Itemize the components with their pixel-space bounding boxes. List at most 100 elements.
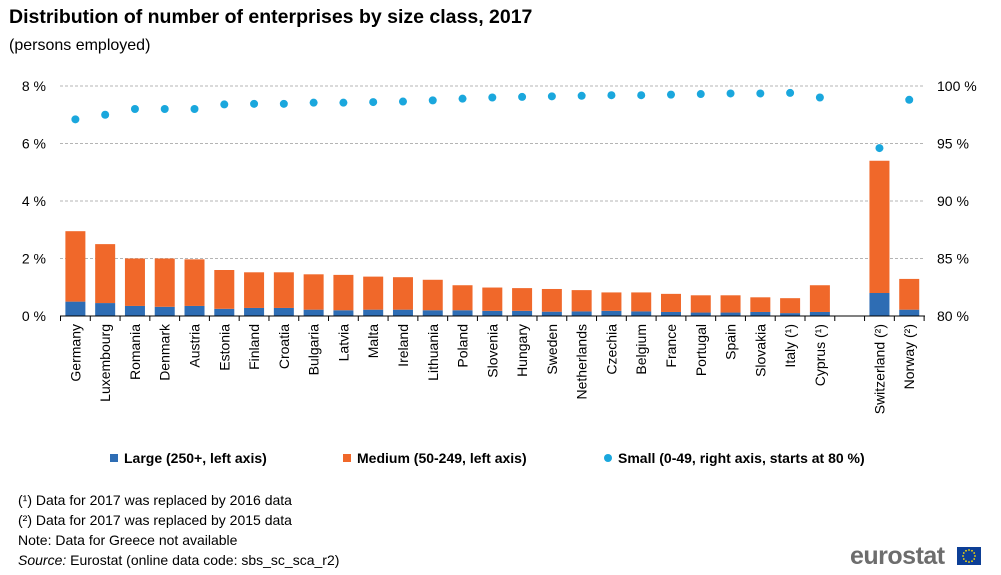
source-line: Source: Eurostat (online data code: sbs_… xyxy=(18,552,339,568)
bar-medium xyxy=(631,292,652,312)
category-label: Croatia xyxy=(276,324,292,369)
small-dots xyxy=(71,88,914,153)
bar-large xyxy=(333,310,354,316)
dot-small xyxy=(756,89,765,98)
bar-large xyxy=(273,307,294,316)
dot-small xyxy=(130,105,139,113)
category-label: Portugal xyxy=(693,324,709,376)
bar-large xyxy=(720,312,741,316)
category-label: Romania xyxy=(127,324,143,380)
bar-medium xyxy=(750,297,771,312)
logo-text: eurostat xyxy=(850,542,945,570)
bar-medium xyxy=(273,272,294,308)
left-tick-label: 6 % xyxy=(22,136,46,152)
dot-small xyxy=(398,97,407,106)
dot-small xyxy=(786,88,795,97)
flag-star xyxy=(973,552,976,554)
bar-medium xyxy=(452,285,473,311)
bar-large xyxy=(899,309,920,316)
category-label: Latvia xyxy=(335,324,351,362)
category-label: France xyxy=(663,324,679,368)
bar-large xyxy=(750,311,771,316)
bar-medium xyxy=(154,258,175,307)
bar-large xyxy=(869,293,890,316)
right-tick-label: 100 % xyxy=(937,78,977,94)
chart-title: Distribution of number of enterprises by… xyxy=(9,6,533,28)
chart-subtitle: (persons employed) xyxy=(9,37,151,54)
dot-small xyxy=(309,98,318,107)
category-label: Slovakia xyxy=(752,324,768,377)
dot-small xyxy=(666,90,675,99)
bar-medium xyxy=(214,270,235,309)
bar-medium xyxy=(124,258,145,306)
legend-large-swatch xyxy=(110,454,118,462)
legend-large: Large (250+, left axis) xyxy=(110,450,267,466)
dot-small xyxy=(101,110,110,119)
bar-large xyxy=(601,310,622,316)
category-label: Sweden xyxy=(544,324,560,375)
category-label: Denmark xyxy=(157,323,173,381)
category-label: Estonia xyxy=(216,324,232,371)
dot-small xyxy=(458,94,467,103)
category-label: Norway (²) xyxy=(901,324,917,389)
flag-star xyxy=(974,555,976,557)
bar-large xyxy=(482,310,503,316)
flag-star xyxy=(971,560,973,563)
legend-small: Small (0-49, right axis, starts at 80 %) xyxy=(604,450,865,466)
category-label: Cyprus (¹) xyxy=(812,324,828,386)
bar-large xyxy=(660,311,681,316)
category-label: Malta xyxy=(365,324,381,358)
dot-small xyxy=(279,99,288,108)
right-tick-label: 90 % xyxy=(937,193,969,209)
bar-large xyxy=(214,308,235,316)
dot-small xyxy=(875,144,884,153)
bar-medium xyxy=(541,288,562,312)
category-label: Bulgaria xyxy=(306,324,322,376)
dot-small xyxy=(339,98,348,107)
dot-small xyxy=(160,105,169,113)
legend-medium: Medium (50-249, left axis) xyxy=(343,450,527,466)
dot-small xyxy=(428,96,437,105)
category-label: Belgium xyxy=(633,324,649,375)
right-tick-label: 95 % xyxy=(937,136,969,152)
flag-star xyxy=(965,560,967,563)
bar-medium xyxy=(95,244,116,304)
flag-star xyxy=(962,555,964,557)
dot-small xyxy=(547,92,556,101)
flag-star xyxy=(962,558,965,560)
bar-medium xyxy=(65,231,86,302)
flag-star xyxy=(971,549,973,552)
eu-flag-icon xyxy=(957,547,981,565)
bar-medium xyxy=(780,298,801,314)
bar-medium xyxy=(244,272,265,308)
category-label: Austria xyxy=(187,324,203,368)
left-tick-label: 8 % xyxy=(22,78,46,94)
flag-star xyxy=(968,549,970,551)
bar-large xyxy=(571,311,592,316)
bar-large xyxy=(422,310,443,316)
bar-large xyxy=(690,312,711,316)
category-label: Netherlands xyxy=(574,324,590,400)
category-label: Slovenia xyxy=(484,324,500,378)
bar-medium xyxy=(869,160,890,293)
source-label: Source: xyxy=(18,552,67,568)
category-label: Hungary xyxy=(514,324,530,377)
flag-star xyxy=(965,549,967,552)
dot-small xyxy=(488,93,497,102)
footnote-note: Note: Data for Greece not available xyxy=(18,532,238,548)
bar-large xyxy=(363,309,384,316)
left-tick-label: 4 % xyxy=(22,193,46,209)
category-label: Switzerland (²) xyxy=(871,324,887,414)
legend-medium-label: Medium (50-249, left axis) xyxy=(357,450,527,466)
dot-small xyxy=(905,95,914,104)
legend-small-swatch xyxy=(604,454,612,462)
bars xyxy=(65,160,920,316)
bar-medium xyxy=(720,295,741,313)
legend-medium-swatch xyxy=(343,454,351,462)
dot-small xyxy=(696,90,705,99)
gridlines xyxy=(60,85,925,259)
category-label: Lithuania xyxy=(425,324,441,381)
dot-small xyxy=(637,91,646,100)
bar-large xyxy=(512,310,533,316)
dot-small xyxy=(250,99,259,108)
